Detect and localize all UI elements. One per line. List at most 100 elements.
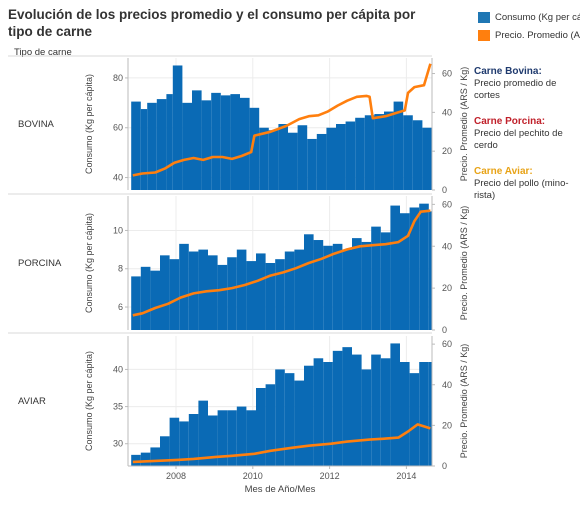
y-tick-label-right: 60 — [442, 339, 452, 349]
bar-consumo — [208, 415, 218, 466]
bar-consumo — [307, 138, 317, 190]
bar-consumo — [275, 259, 285, 330]
bar-consumo — [384, 111, 394, 190]
x-tick-label: 2010 — [243, 471, 263, 481]
bar-consumo — [313, 358, 324, 466]
bar-consumo — [192, 90, 202, 190]
note-porcina: Carne Porcina: Precio del pechito de cer… — [474, 116, 580, 152]
legend-item-consumo[interactable]: Consumo (Kg per cá.. — [478, 8, 580, 26]
bar-consumo — [265, 384, 276, 466]
bar-consumo — [403, 115, 413, 190]
bar-consumo — [313, 240, 324, 330]
row-header: Tipo de carne — [14, 47, 72, 58]
y-axis-title-left: Consumo (Kg per cápita) — [84, 74, 94, 174]
bar-consumo — [284, 373, 295, 466]
bar-consumo — [409, 207, 420, 330]
y-axis-title-right: Precio. Promedio (ARS / Kg) — [459, 344, 469, 459]
bar-consumo — [419, 203, 429, 330]
y-tick-label-right: 0 — [442, 185, 447, 195]
bar-consumo — [422, 127, 432, 190]
line-precio — [132, 63, 432, 177]
bar-consumo — [345, 121, 356, 190]
bar-consumo — [156, 99, 167, 190]
bar-consumo — [230, 94, 240, 190]
bar-consumo — [140, 109, 148, 190]
bar-consumo — [361, 241, 372, 330]
bar-consumo — [236, 406, 247, 466]
bar-consumo — [150, 270, 160, 330]
bar-consumo — [352, 238, 362, 330]
x-tick-label: 2012 — [320, 471, 340, 481]
notes: Carne Bovina: Precio promedio de cortes … — [474, 66, 580, 216]
bar-consumo — [160, 255, 170, 330]
legend: Consumo (Kg per cá.. Precio. Promedio (A… — [478, 8, 580, 44]
note-text-porcina: Precio del pechito de cerdo — [474, 128, 563, 151]
note-text-aviar: Precio del pollo (mino-rista) — [474, 178, 569, 201]
row-label-porcina: PORCINA — [18, 258, 62, 269]
y-axis-title-left: Consumo (Kg per cápita) — [84, 213, 94, 313]
bar-consumo — [227, 257, 237, 330]
y-tick-label-left: 35 — [113, 402, 123, 412]
line-precio — [132, 423, 431, 464]
bar-consumo — [323, 245, 333, 330]
bar-consumo — [304, 365, 314, 466]
bar-consumo — [256, 388, 266, 466]
bar-consumo — [323, 362, 333, 466]
x-axis-title: Mes de Año/Mes — [245, 484, 316, 495]
y-axis-title-left: Consumo (Kg per cápita) — [84, 351, 94, 451]
y-tick-label-left: 40 — [113, 173, 123, 183]
bar-consumo — [428, 362, 432, 466]
bar-consumo — [188, 251, 199, 330]
bar-consumo — [211, 92, 221, 190]
y-tick-label-right: 60 — [442, 199, 452, 209]
bar-consumo — [169, 259, 180, 330]
bar-consumo — [342, 347, 352, 466]
bar-consumo — [371, 226, 381, 330]
line-precio — [132, 209, 431, 317]
x-tick-label: 2014 — [396, 471, 416, 481]
y-axis-title-right: Precio. Promedio (ARS / Kg) — [459, 206, 469, 321]
y-tick-label-left: 40 — [113, 364, 123, 374]
bar-consumo — [288, 132, 298, 190]
bar-consumo — [428, 211, 432, 330]
bar-consumo — [278, 124, 288, 190]
bar-consumo — [140, 266, 151, 330]
legend-item-precio[interactable]: Precio. Promedio (A.. — [478, 26, 580, 44]
bar-consumo — [412, 120, 423, 190]
note-title-porcina: Carne Porcina: — [474, 116, 546, 127]
bar-consumo — [268, 130, 279, 190]
bar-consumo — [172, 65, 183, 190]
y-tick-label-left: 80 — [113, 73, 123, 83]
bar-consumo — [217, 264, 228, 330]
note-text-bovina: Precio promedio de cortes — [474, 78, 557, 101]
y-tick-label-right: 0 — [442, 325, 447, 335]
bar-consumo — [294, 249, 304, 330]
row-label-bovina: BOVINA — [18, 119, 55, 130]
bar-consumo — [246, 410, 256, 466]
bar-consumo — [390, 205, 400, 330]
chart-title: Evolución de los precios promedio y el c… — [8, 7, 416, 39]
bar-consumo — [400, 362, 410, 466]
bar-consumo — [169, 417, 180, 466]
bar-consumo — [265, 263, 276, 330]
bar-consumo — [256, 253, 266, 330]
bar-consumo — [304, 234, 314, 330]
legend-swatch-precio — [478, 29, 490, 41]
bar-consumo — [332, 350, 343, 466]
note-title-aviar: Carne Aviar: — [474, 166, 533, 177]
bar-consumo — [249, 107, 260, 190]
bar-consumo — [236, 249, 247, 330]
y-tick-label-right: 20 — [442, 146, 452, 156]
bar-consumo — [355, 117, 365, 190]
bar-consumo — [140, 452, 151, 466]
y-tick-label-right: 60 — [442, 69, 452, 79]
x-tick-label: 2008 — [166, 471, 186, 481]
bar-consumo — [409, 373, 420, 466]
bar-consumo — [246, 261, 256, 330]
y-tick-label-right: 40 — [442, 241, 452, 251]
bar-consumo — [294, 380, 304, 466]
bar-consumo — [179, 421, 189, 466]
bar-consumo — [240, 97, 250, 190]
bar-consumo — [342, 249, 352, 330]
